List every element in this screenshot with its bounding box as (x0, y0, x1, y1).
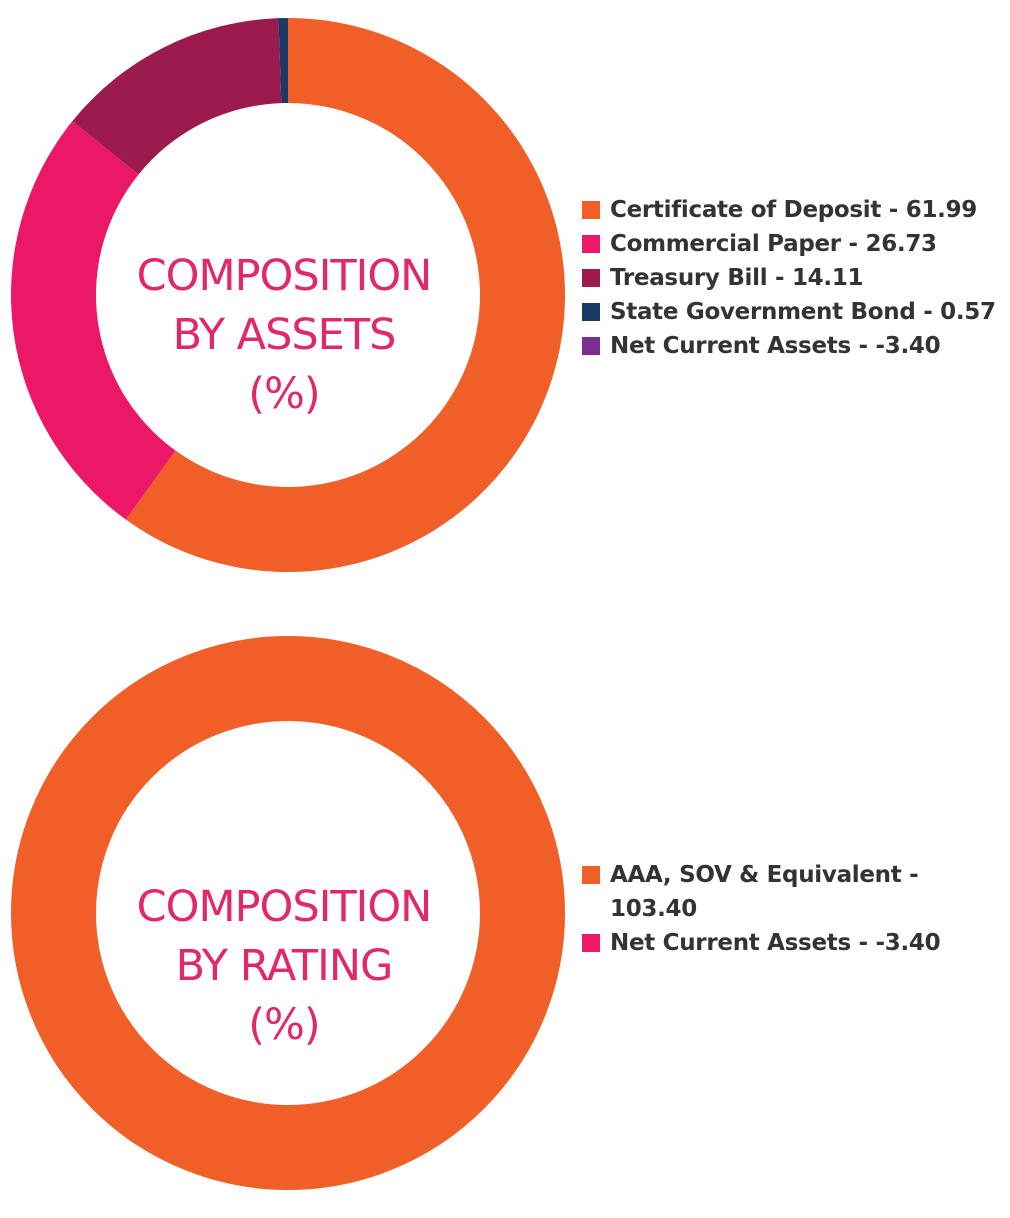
assets-title-line-1: COMPOSITION (136, 251, 433, 301)
legend-swatch (582, 934, 600, 952)
assets-chart-title: COMPOSITION BY ASSETS (%) (64, 247, 504, 424)
legend-label: Net Current Assets - -3.40 (610, 333, 941, 359)
slice-treasury-bill (72, 18, 282, 175)
legend-label: Commercial Paper - 26.73 (610, 231, 937, 257)
legend-swatch (582, 269, 600, 287)
rating-title-line-3: (%) (248, 1000, 320, 1050)
legend-swatch (582, 337, 600, 355)
assets-chart: COMPOSITION BY ASSETS (%) Certificate of… (0, 0, 1010, 600)
rating-title-line-2: BY RATING (175, 941, 394, 991)
slice-certificate-of-deposit (125, 18, 565, 572)
legend-label: AAA, SOV & Equivalent - 103.40 (610, 862, 919, 922)
rating-legend: AAA, SOV & Equivalent - 103.40 Net Curre… (582, 858, 942, 960)
legend-label: Treasury Bill - 14.11 (610, 265, 864, 291)
rating-donut (11, 636, 565, 1190)
assets-legend: Certificate of Deposit - 61.99 Commercia… (582, 193, 996, 363)
assets-donut (10, 18, 565, 572)
legend-swatch (582, 866, 600, 884)
legend-item-net-current-assets: Net Current Assets - -3.40 (582, 926, 942, 960)
legend-swatch (582, 235, 600, 253)
assets-title-line-2: BY ASSETS (172, 310, 397, 360)
legend-swatch (582, 201, 600, 219)
slice-aaa-sov-equivalent (11, 636, 565, 1190)
legend-item-state-government-bond: State Government Bond - 0.57 (582, 295, 996, 329)
slice-state-government-bond (278, 18, 288, 104)
legend-item-certificate-of-deposit: Certificate of Deposit - 61.99 (582, 193, 996, 227)
legend-item-net-current-assets: Net Current Assets - -3.40 (582, 329, 996, 363)
legend-swatch (582, 303, 600, 321)
legend-item-commercial-paper: Commercial Paper - 26.73 (582, 227, 996, 261)
legend-label: Certificate of Deposit - 61.99 (610, 197, 977, 223)
legend-item-aaa-sov-equivalent: AAA, SOV & Equivalent - 103.40 (582, 858, 942, 926)
legend-item-treasury-bill: Treasury Bill - 14.11 (582, 261, 996, 295)
rating-chart-title: COMPOSITION BY RATING (%) (64, 878, 504, 1055)
slice-commercial-paper (10, 121, 176, 520)
legend-label: Net Current Assets - -3.40 (610, 930, 941, 956)
rating-chart: COMPOSITION BY RATING (%) AAA, SOV & Equ… (0, 618, 1010, 1218)
legend-label: State Government Bond - 0.57 (610, 299, 996, 325)
assets-title-line-3: (%) (248, 369, 320, 419)
rating-title-line-1: COMPOSITION (136, 882, 433, 932)
